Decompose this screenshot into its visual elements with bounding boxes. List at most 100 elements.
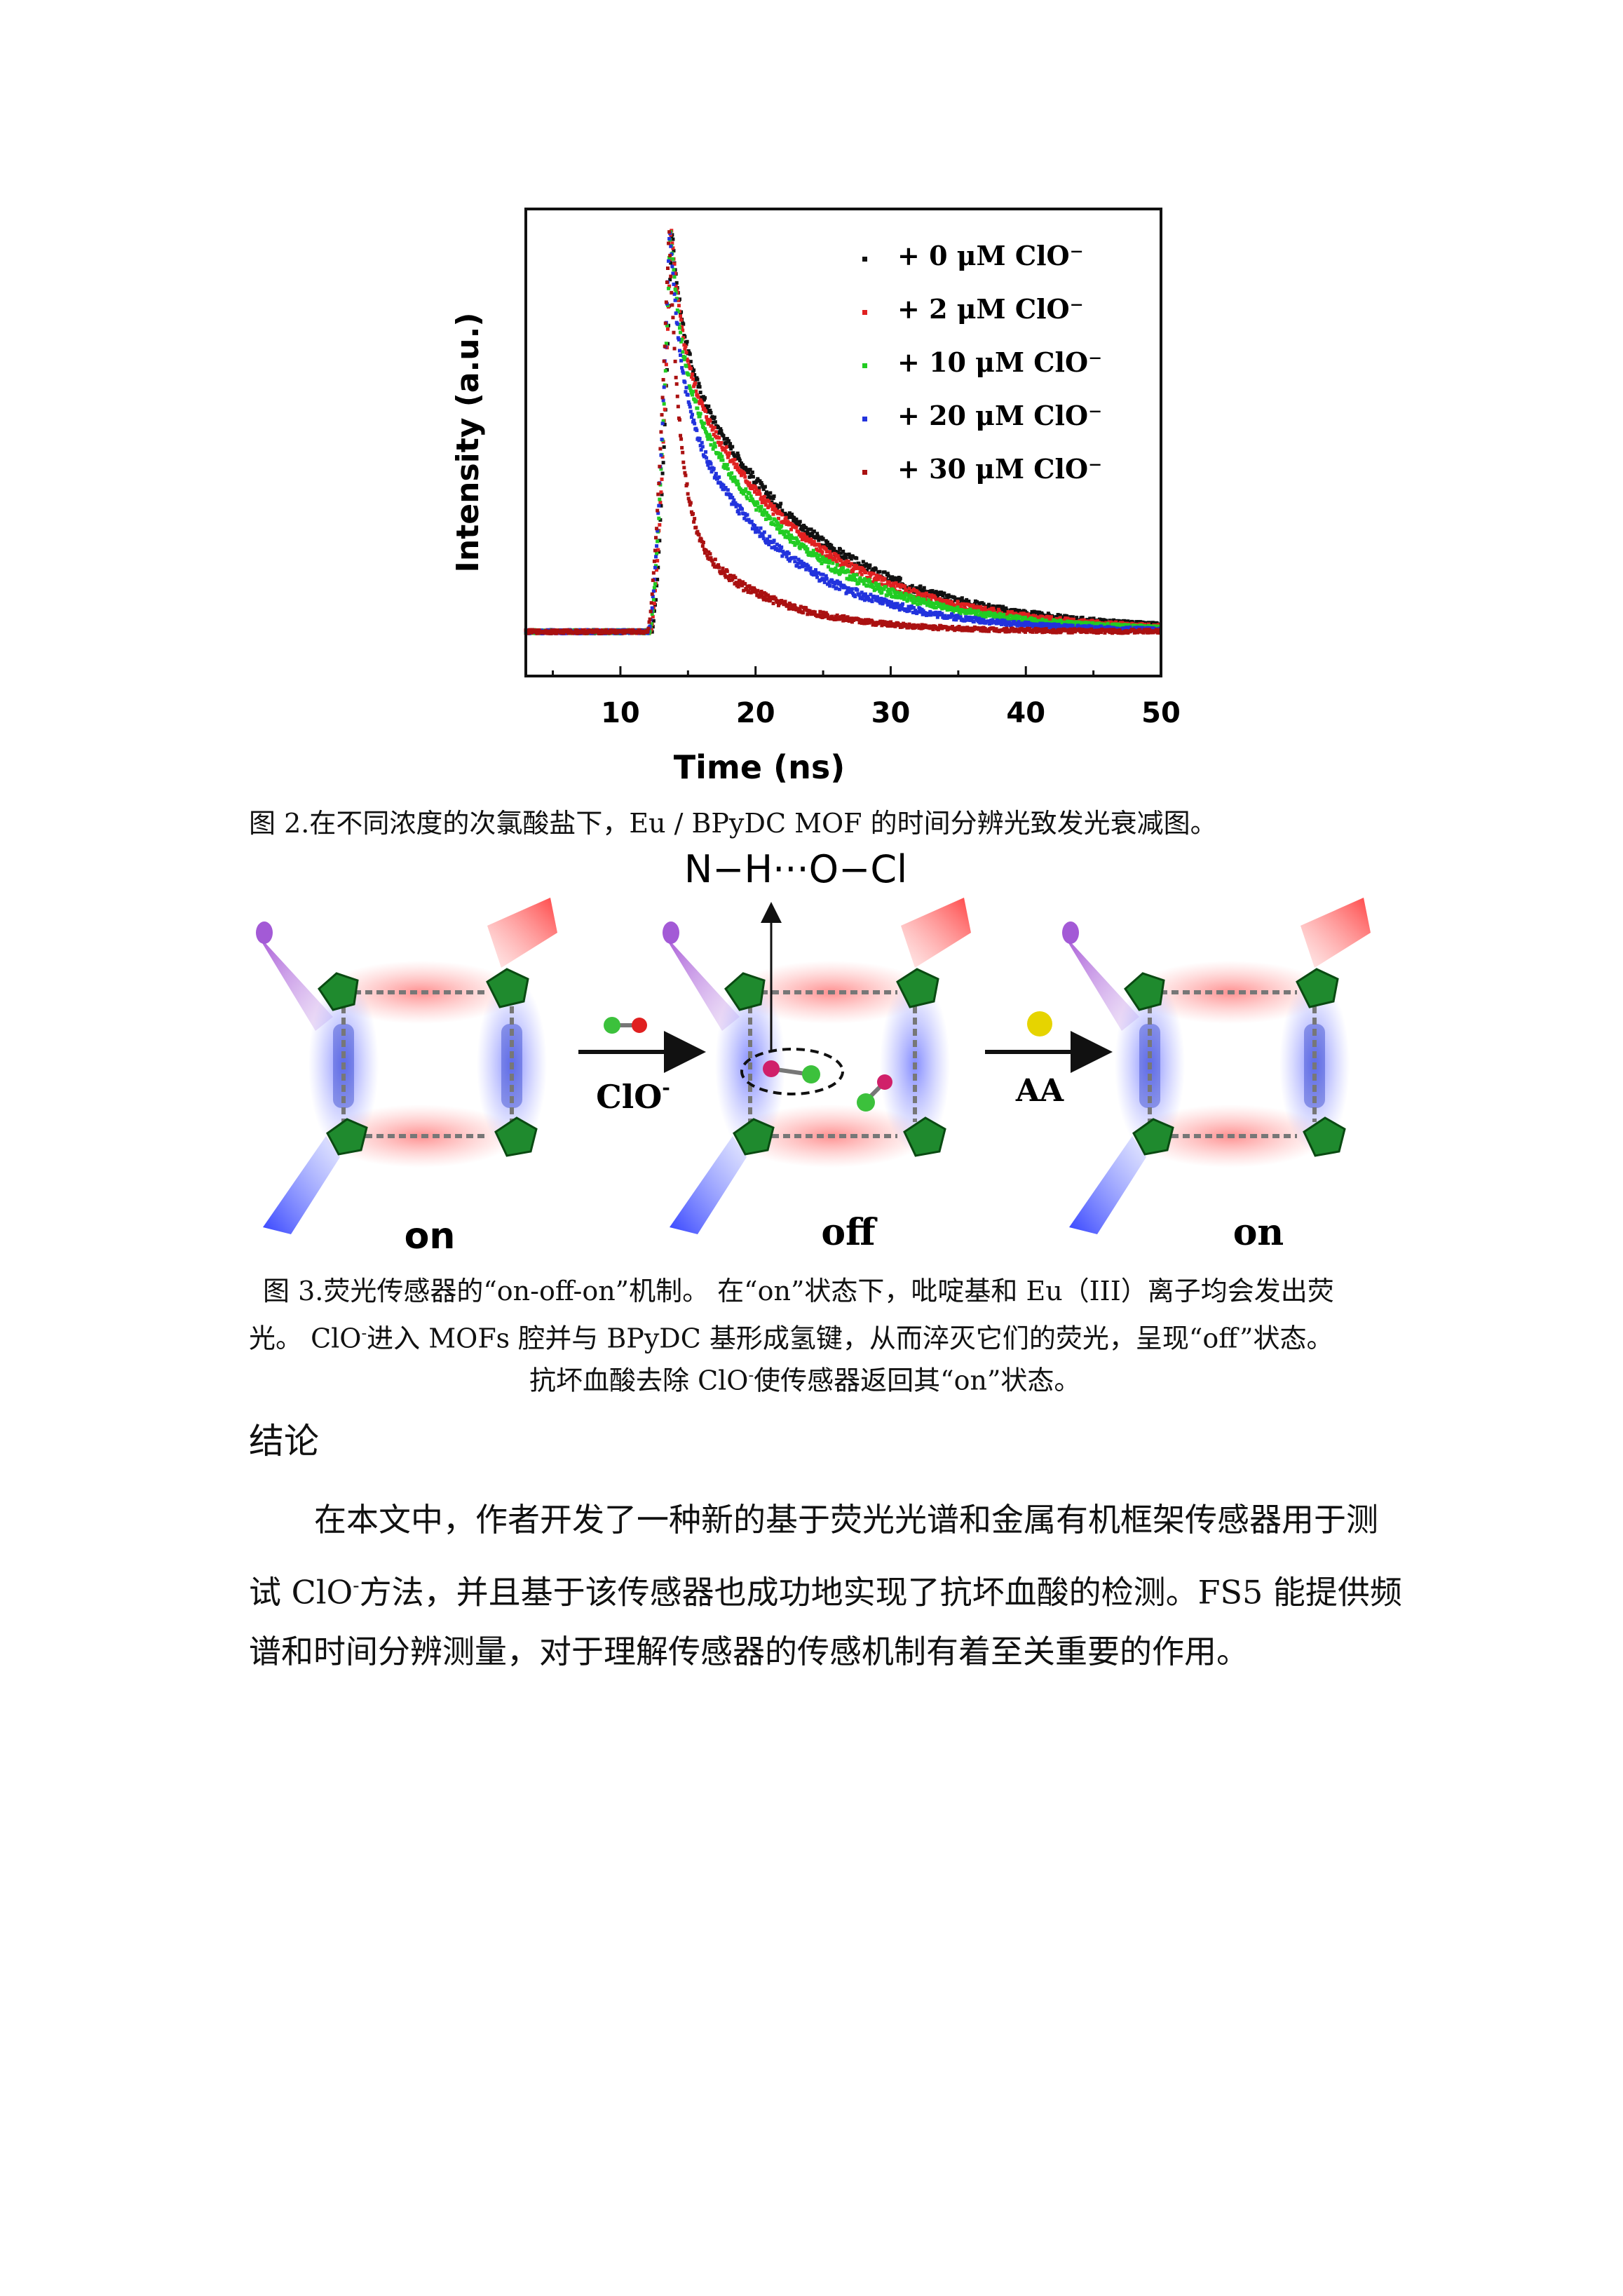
data-point xyxy=(938,593,942,597)
data-point xyxy=(779,501,783,506)
data-point xyxy=(659,430,663,434)
data-point xyxy=(712,466,716,471)
data-point xyxy=(759,504,763,508)
data-point xyxy=(827,557,831,561)
data-point xyxy=(1066,616,1070,621)
data-point xyxy=(712,433,716,437)
data-point xyxy=(677,349,681,353)
data-point xyxy=(874,583,878,588)
data-point xyxy=(834,559,838,563)
data-point xyxy=(899,625,904,629)
data-point xyxy=(691,370,695,374)
data-point xyxy=(730,502,734,506)
data-point xyxy=(742,471,747,475)
data-point xyxy=(687,402,691,406)
data-point xyxy=(886,621,890,625)
x-tick-label: 30 xyxy=(871,697,911,729)
data-point xyxy=(679,437,684,441)
data-point xyxy=(680,445,684,450)
data-point xyxy=(705,549,709,553)
data-point xyxy=(1040,612,1045,616)
data-point xyxy=(1049,626,1053,630)
data-point xyxy=(855,564,859,568)
legend-marker xyxy=(862,417,867,421)
data-point xyxy=(922,597,926,602)
data-point xyxy=(705,431,709,435)
data-point xyxy=(731,500,735,504)
data-point xyxy=(946,599,951,603)
data-point xyxy=(760,593,764,597)
data-point xyxy=(684,364,688,368)
data-point xyxy=(924,601,928,605)
data-point xyxy=(860,572,864,576)
mechanism-diagram: ClO- N−H···O−Cl AA xyxy=(256,847,1371,1257)
data-point xyxy=(688,503,692,507)
data-point xyxy=(685,482,689,486)
data-point xyxy=(743,512,747,516)
data-point xyxy=(726,574,730,579)
data-point xyxy=(740,489,745,493)
data-point xyxy=(565,628,569,632)
data-point xyxy=(657,516,661,520)
data-point xyxy=(849,557,853,561)
data-point xyxy=(684,342,688,346)
data-point xyxy=(836,550,840,554)
data-point xyxy=(806,564,810,568)
data-point xyxy=(667,284,672,288)
data-point xyxy=(805,550,809,554)
data-point xyxy=(1026,612,1031,616)
data-point xyxy=(882,587,886,591)
data-point xyxy=(767,499,771,504)
data-point xyxy=(972,620,976,624)
data-point xyxy=(889,592,893,596)
data-point xyxy=(911,606,916,610)
data-point xyxy=(975,600,979,604)
data-point xyxy=(923,595,927,599)
data-point xyxy=(789,607,793,611)
legend-marker xyxy=(862,310,867,315)
data-point xyxy=(667,230,672,234)
data-point xyxy=(1139,620,1143,624)
data-point xyxy=(655,551,659,555)
data-point xyxy=(915,599,919,603)
paragraph-line-2: 试 ClO-方法，并且基于该传感器也成功地实现了抗坏血酸的检测。FS5 能提供频 xyxy=(249,1553,1402,1625)
data-point xyxy=(822,580,827,584)
data-point xyxy=(1038,610,1042,614)
data-point xyxy=(695,428,699,433)
data-point xyxy=(688,386,692,391)
data-point xyxy=(991,626,996,630)
data-point xyxy=(1146,630,1150,635)
data-point xyxy=(840,616,844,621)
legend-entry: + 30 μM ClO⁻ xyxy=(897,453,1102,485)
data-point xyxy=(735,456,739,460)
data-point xyxy=(802,562,806,566)
data-point xyxy=(608,631,612,635)
data-point xyxy=(938,602,942,606)
data-point xyxy=(849,589,853,593)
data-point xyxy=(956,597,960,601)
data-point xyxy=(669,274,673,278)
data-point xyxy=(729,574,733,578)
data-point xyxy=(849,562,853,566)
hydrogen-bond-label: N−H···O−Cl xyxy=(684,847,907,891)
data-point xyxy=(656,577,660,581)
data-point xyxy=(870,583,874,587)
data-point xyxy=(1052,622,1057,626)
data-point xyxy=(690,412,694,417)
data-point xyxy=(1071,615,1075,619)
data-point xyxy=(885,583,889,587)
paragraph-text: 方法，并且基于该传感器也成功地实现了抗坏血酸的检测。FS5 能提供频 xyxy=(359,1573,1402,1612)
data-point xyxy=(894,581,898,585)
data-point xyxy=(928,626,932,630)
data-point xyxy=(873,576,877,580)
data-point xyxy=(667,255,672,259)
data-point xyxy=(957,624,961,628)
data-point xyxy=(942,602,946,607)
data-point xyxy=(775,527,779,531)
data-point xyxy=(680,325,684,329)
data-point xyxy=(709,470,714,474)
data-point xyxy=(918,584,923,588)
data-point xyxy=(648,617,652,621)
mof-on-right xyxy=(1062,898,1371,1234)
data-point xyxy=(815,575,820,579)
